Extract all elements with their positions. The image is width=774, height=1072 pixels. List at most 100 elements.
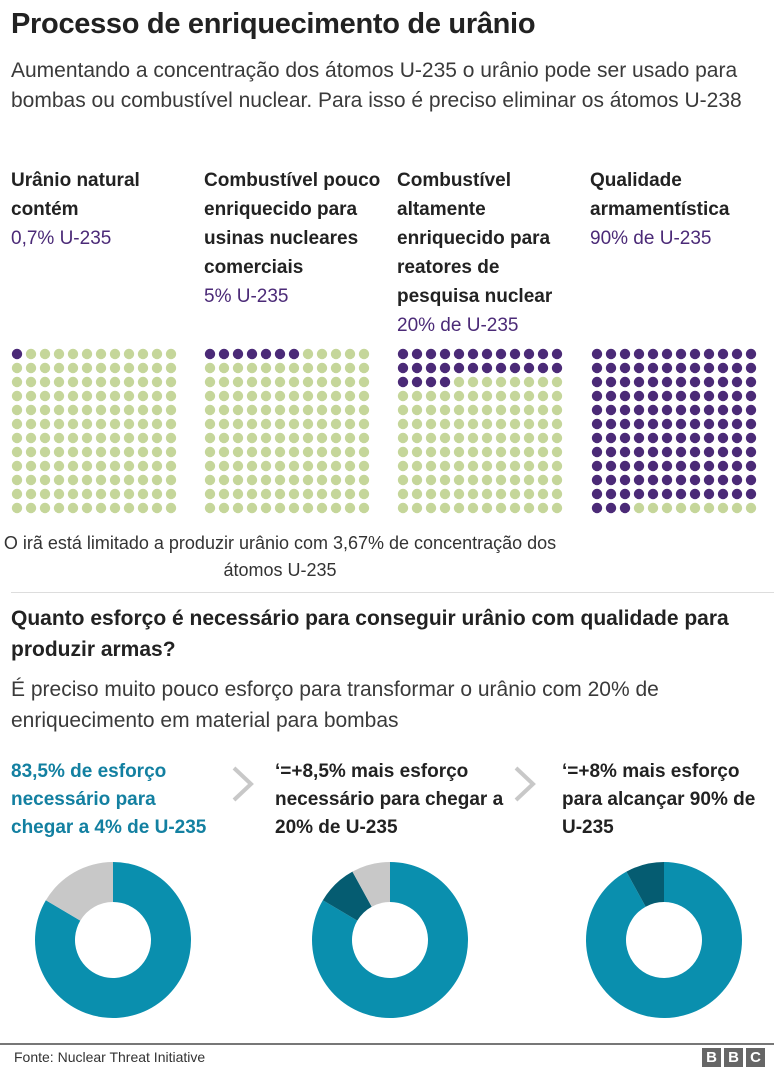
u238-dot	[81, 390, 93, 402]
u235-dot	[495, 348, 507, 360]
u238-dot	[411, 404, 423, 416]
u238-dot	[123, 404, 135, 416]
u235-dot	[745, 376, 757, 388]
u235-dot	[591, 488, 603, 500]
u235-dot	[703, 390, 715, 402]
u238-dot	[302, 348, 314, 360]
u238-dot	[137, 404, 149, 416]
column-high-enriched: Combustível altamente enriquecido para r…	[397, 166, 582, 340]
u238-dot	[67, 404, 79, 416]
u238-dot	[523, 376, 535, 388]
u238-dot	[537, 432, 549, 444]
u238-dot	[397, 502, 409, 514]
u238-dot	[232, 390, 244, 402]
u238-dot	[302, 488, 314, 500]
u238-dot	[316, 390, 328, 402]
u235-dot	[591, 446, 603, 458]
u235-dot	[619, 432, 631, 444]
u238-dot	[425, 432, 437, 444]
donut-slice-remaining	[45, 862, 113, 921]
u238-dot	[246, 404, 258, 416]
u238-dot	[95, 390, 107, 402]
u238-dot	[11, 488, 23, 500]
u235-dot	[467, 362, 479, 374]
u235-dot	[619, 460, 631, 472]
u238-dot	[137, 502, 149, 514]
u238-dot	[302, 432, 314, 444]
u238-dot	[675, 502, 687, 514]
u235-dot	[661, 418, 673, 430]
u238-dot	[204, 418, 216, 430]
u235-dot	[633, 348, 645, 360]
u238-dot	[11, 432, 23, 444]
u235-dot	[731, 446, 743, 458]
u238-dot	[218, 460, 230, 472]
u238-dot	[397, 418, 409, 430]
u238-dot	[246, 390, 258, 402]
u238-dot	[274, 404, 286, 416]
u235-dot	[661, 390, 673, 402]
u235-dot	[619, 404, 631, 416]
u235-dot	[703, 418, 715, 430]
u238-dot	[165, 502, 177, 514]
u238-dot	[260, 404, 272, 416]
column-heading: Qualidade armamentística	[590, 170, 730, 220]
u238-dot	[302, 362, 314, 374]
u238-dot	[439, 474, 451, 486]
u238-dot	[11, 418, 23, 430]
u238-dot	[358, 348, 370, 360]
u238-dot	[123, 376, 135, 388]
u238-dot	[397, 404, 409, 416]
u238-dot	[467, 390, 479, 402]
u238-dot	[67, 418, 79, 430]
u238-dot	[165, 362, 177, 374]
u238-dot	[344, 432, 356, 444]
section-title: Quanto esforço é necessário para consegu…	[11, 607, 729, 661]
u235-dot	[731, 418, 743, 430]
u238-dot	[246, 432, 258, 444]
u238-dot	[316, 474, 328, 486]
u238-dot	[165, 348, 177, 360]
u238-dot	[232, 376, 244, 388]
column-heading: Combustível pouco enriquecido para usina…	[204, 170, 381, 278]
u238-dot	[81, 432, 93, 444]
u238-dot	[218, 432, 230, 444]
u238-dot	[151, 404, 163, 416]
u235-dot	[619, 488, 631, 500]
u238-dot	[204, 362, 216, 374]
u238-dot	[204, 390, 216, 402]
u235-dot	[647, 404, 659, 416]
u238-dot	[467, 404, 479, 416]
u238-dot	[232, 404, 244, 416]
u235-dot	[717, 418, 729, 430]
u238-dot	[39, 348, 51, 360]
u238-dot	[551, 418, 563, 430]
u238-dot	[81, 362, 93, 374]
u238-dot	[137, 432, 149, 444]
u238-dot	[53, 362, 65, 374]
u238-dot	[109, 348, 121, 360]
u238-dot	[316, 404, 328, 416]
u238-dot	[11, 502, 23, 514]
u238-dot	[95, 348, 107, 360]
u235-dot	[633, 446, 645, 458]
u238-dot	[344, 376, 356, 388]
u238-dot	[551, 502, 563, 514]
u238-dot	[481, 376, 493, 388]
u238-dot	[137, 348, 149, 360]
u238-dot	[81, 488, 93, 500]
u238-dot	[232, 460, 244, 472]
u235-dot	[703, 446, 715, 458]
u238-dot	[123, 418, 135, 430]
u238-dot	[25, 418, 37, 430]
u238-dot	[11, 460, 23, 472]
u235-dot	[509, 362, 521, 374]
u238-dot	[246, 362, 258, 374]
u235-dot	[591, 390, 603, 402]
u238-dot	[358, 376, 370, 388]
u238-dot	[495, 460, 507, 472]
u235-dot	[633, 474, 645, 486]
u235-dot	[481, 348, 493, 360]
u238-dot	[467, 502, 479, 514]
u235-dot	[689, 418, 701, 430]
